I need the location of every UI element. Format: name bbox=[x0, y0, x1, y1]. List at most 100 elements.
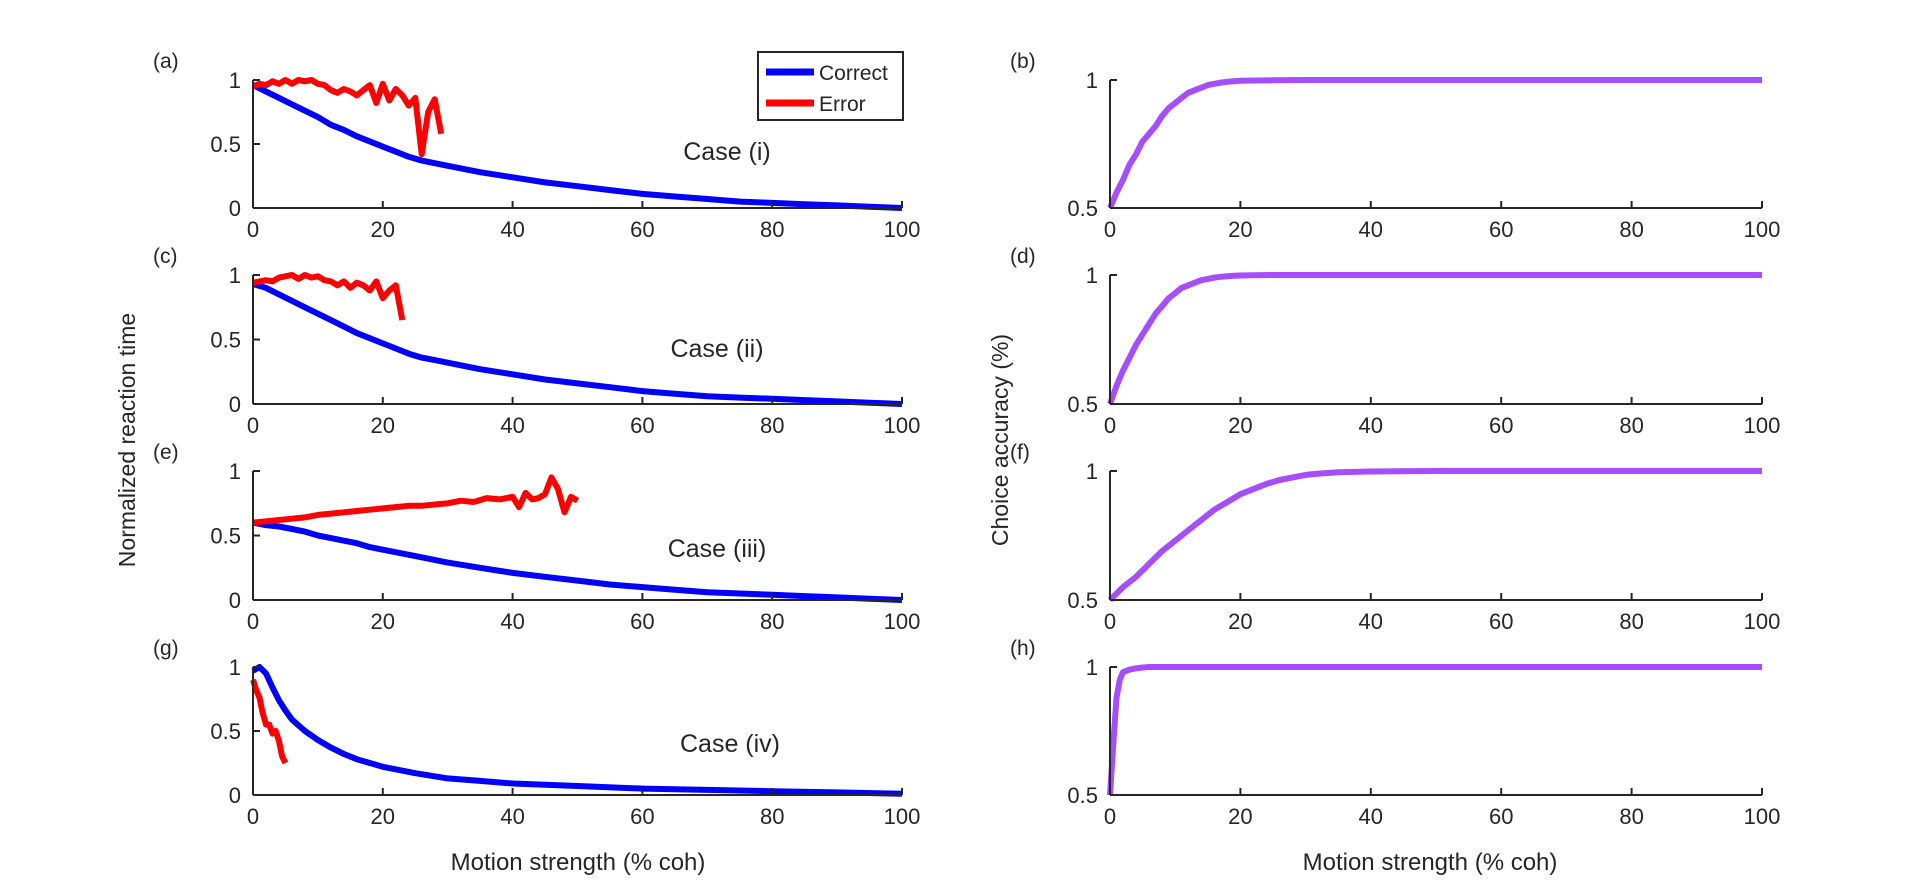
series-line-correct bbox=[251, 664, 903, 797]
legend-box bbox=[757, 51, 904, 121]
x-tick-label: 80 bbox=[1619, 413, 1643, 438]
y-tick-label: 0.5 bbox=[210, 524, 241, 549]
panel-c: (c) 0 20 40 60 80 100 0 0.5 1 Case (ii) bbox=[153, 245, 920, 438]
series-line-accuracy bbox=[1107, 664, 1762, 796]
x-tick-label: 40 bbox=[1359, 217, 1383, 242]
series-group bbox=[250, 664, 903, 797]
x-tick-label: 60 bbox=[1489, 217, 1513, 242]
x-tick-label: 20 bbox=[1228, 413, 1252, 438]
panel-label: (e) bbox=[153, 441, 179, 464]
case-annotation: Case (iv) bbox=[680, 730, 780, 758]
panel-h: (h) 0 20 40 60 80 100 0.5 1 bbox=[1010, 637, 1780, 829]
series-line-accuracy bbox=[1107, 468, 1762, 603]
x-tick-label: 20 bbox=[1228, 804, 1252, 829]
x-tick-label: 20 bbox=[371, 609, 395, 634]
series-line-accuracy bbox=[1107, 77, 1762, 210]
x-tick-label: 0 bbox=[247, 217, 259, 242]
series-line-correct bbox=[252, 281, 903, 407]
x-tick-label: 80 bbox=[760, 609, 784, 634]
y-tick-label: 0 bbox=[229, 783, 241, 808]
series-line-error bbox=[250, 678, 289, 765]
y-tick-label: 0.5 bbox=[210, 719, 241, 744]
panel-label: (d) bbox=[1010, 245, 1036, 268]
panel-g: (g) 0 20 40 60 80 100 0 0.5 1 Case (iv) bbox=[153, 637, 920, 829]
x-tick-label: 80 bbox=[760, 217, 784, 242]
x-tick-label: 80 bbox=[1619, 804, 1643, 829]
x-tick-label: 0 bbox=[247, 804, 259, 829]
x-tick-label: 0 bbox=[247, 609, 259, 634]
x-tick-label: 0 bbox=[1104, 413, 1116, 438]
x-tick-label: 40 bbox=[1359, 413, 1383, 438]
series-line-error bbox=[251, 77, 445, 158]
series-line-correct bbox=[252, 519, 903, 603]
y-tick-label: 0.5 bbox=[1067, 392, 1098, 417]
x-tick-label: 40 bbox=[500, 217, 524, 242]
series-group bbox=[1107, 468, 1762, 603]
case-annotation: Case (i) bbox=[683, 138, 771, 166]
x-tick-label: 100 bbox=[1744, 217, 1781, 242]
x-tick-label: 20 bbox=[371, 413, 395, 438]
x-tick-label: 40 bbox=[500, 804, 524, 829]
y-tick-label: 1 bbox=[229, 68, 241, 93]
legend-error-label: Error bbox=[819, 93, 866, 116]
x-tick-label: 60 bbox=[630, 413, 654, 438]
x-tick-label: 60 bbox=[1489, 413, 1513, 438]
y-tick-label: 1 bbox=[1086, 655, 1098, 680]
x-tick-label: 100 bbox=[884, 413, 921, 438]
y-tick-label: 0.5 bbox=[1067, 196, 1098, 221]
panel-label: (h) bbox=[1010, 637, 1036, 660]
series-group bbox=[252, 474, 903, 603]
y-tick-label: 0.5 bbox=[210, 132, 241, 157]
y-tick-label: 1 bbox=[1086, 68, 1098, 93]
x-tick-label: 100 bbox=[1744, 413, 1781, 438]
series-group bbox=[1107, 664, 1762, 796]
panel-a: (a) 0 20 40 60 80 100 0 0.5 1 Case (i) bbox=[153, 50, 920, 242]
y-tick-label: 0 bbox=[229, 588, 241, 613]
series-group bbox=[1107, 77, 1762, 210]
y-tick-label: 0.5 bbox=[1067, 783, 1098, 808]
x-tick-label: 40 bbox=[500, 609, 524, 634]
series-group bbox=[252, 272, 903, 407]
series-line-error bbox=[252, 272, 406, 321]
x-tick-label: 100 bbox=[884, 217, 921, 242]
y-tick-label: 1 bbox=[229, 459, 241, 484]
x-tick-label: 0 bbox=[1104, 609, 1116, 634]
x-tick-label: 100 bbox=[884, 804, 921, 829]
case-annotation: Case (ii) bbox=[670, 335, 763, 363]
series-line-error bbox=[252, 474, 580, 526]
y-tick-label: 0 bbox=[229, 392, 241, 417]
series-line-correct bbox=[251, 82, 903, 211]
x-tick-label: 20 bbox=[371, 217, 395, 242]
panel-f: (f) 0 20 40 60 80 100 0.5 1 bbox=[1010, 441, 1780, 634]
y-tick-label: 0.5 bbox=[210, 328, 241, 353]
x-tick-label: 20 bbox=[371, 804, 395, 829]
x-tick-label: 80 bbox=[1619, 609, 1643, 634]
panel-label: (a) bbox=[153, 50, 179, 73]
x-tick-label: 60 bbox=[1489, 609, 1513, 634]
x-tick-label: 100 bbox=[1744, 609, 1781, 634]
x-tick-label: 80 bbox=[760, 413, 784, 438]
series-group bbox=[1107, 272, 1762, 406]
panel-label: (g) bbox=[153, 637, 179, 660]
x-tick-label: 80 bbox=[1619, 217, 1643, 242]
legend: Correct Error bbox=[757, 51, 904, 121]
y-tick-label: 1 bbox=[1086, 459, 1098, 484]
series-line-accuracy bbox=[1107, 272, 1762, 406]
series-group bbox=[251, 77, 903, 211]
x-tick-label: 0 bbox=[1104, 217, 1116, 242]
panel-e: (e) 0 20 40 60 80 100 0 0.5 1 Case (iii) bbox=[153, 441, 920, 634]
x-tick-label: 40 bbox=[500, 413, 524, 438]
x-tick-label: 0 bbox=[247, 413, 259, 438]
left-xlabel: Motion strength (% coh) bbox=[451, 849, 706, 876]
right-xlabel: Motion strength (% coh) bbox=[1303, 849, 1558, 876]
legend-correct-label: Correct bbox=[819, 62, 888, 85]
x-tick-label: 20 bbox=[1228, 217, 1252, 242]
panel-label: (b) bbox=[1010, 50, 1036, 73]
x-tick-label: 100 bbox=[884, 609, 921, 634]
case-annotation: Case (iii) bbox=[668, 535, 767, 563]
y-tick-label: 0 bbox=[229, 196, 241, 221]
y-tick-label: 1 bbox=[229, 655, 241, 680]
x-tick-label: 0 bbox=[1104, 804, 1116, 829]
